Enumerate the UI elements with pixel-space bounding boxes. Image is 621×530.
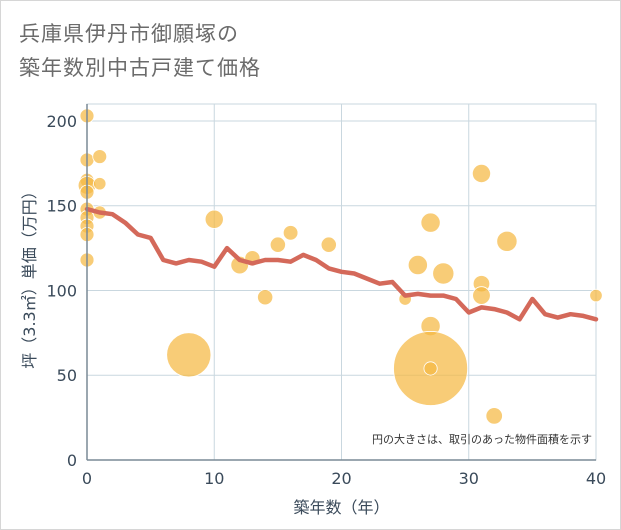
- data-bubble: [432, 262, 455, 285]
- axis-layer: 0 10 20 30 40 0 50 100 150 200: [46, 104, 606, 488]
- y-tick-label: 200: [46, 112, 77, 131]
- chart-title: 兵庫県伊丹市御願塚の 築年数別中古戸建て価格: [19, 17, 261, 85]
- data-bubble: [496, 230, 518, 252]
- bubble-layer: [77, 108, 603, 425]
- data-bubble: [204, 209, 224, 229]
- x-tick-label: 30: [459, 469, 479, 488]
- data-bubble: [423, 361, 438, 376]
- data-bubble: [320, 236, 337, 253]
- bubble-size-note: 円の大きさは、取引のあった物件面積を示す: [372, 432, 592, 446]
- data-bubble: [407, 254, 428, 276]
- line-layer: [84, 206, 599, 322]
- data-bubble: [472, 286, 491, 305]
- data-bubble: [166, 332, 212, 378]
- x-tick-label: 10: [204, 469, 224, 488]
- data-bubble: [485, 407, 503, 425]
- y-tick-label: 50: [57, 366, 77, 385]
- y-tick-label: 150: [46, 197, 77, 216]
- data-bubble: [93, 177, 107, 191]
- x-tick-label: 20: [331, 469, 351, 488]
- data-bubble: [420, 212, 441, 233]
- chart-title-line-2: 築年数別中古戸建て価格: [19, 56, 261, 80]
- data-bubble: [269, 236, 286, 253]
- x-tick-label: 0: [82, 469, 92, 488]
- data-bubble: [471, 163, 492, 184]
- data-bubble: [282, 225, 299, 241]
- x-tick-label: 40: [586, 469, 606, 488]
- x-axis-title: 築年数（年）: [293, 498, 389, 517]
- data-bubble: [589, 288, 603, 303]
- y-tick-label: 0: [67, 451, 77, 470]
- y-tick-label: 100: [46, 281, 77, 300]
- average-price-line: [84, 206, 599, 322]
- chart-title-line-1: 兵庫県伊丹市御願塚の: [19, 22, 239, 46]
- y-axis-title: 坪（3.3㎡）単価（万円）: [20, 183, 39, 368]
- data-bubble: [257, 289, 274, 306]
- data-bubble: [92, 149, 108, 164]
